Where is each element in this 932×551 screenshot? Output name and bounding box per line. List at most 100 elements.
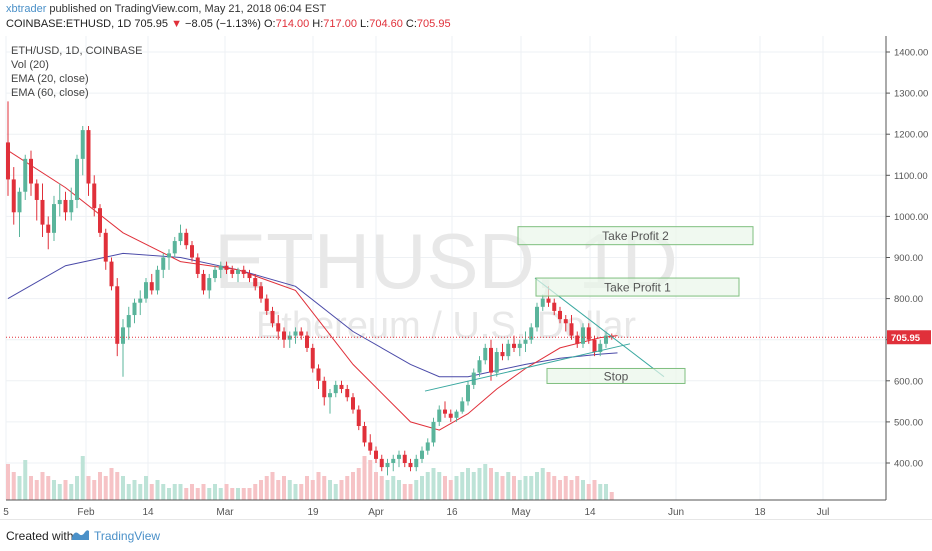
candle-body bbox=[506, 343, 511, 357]
volume-bar bbox=[397, 480, 401, 500]
ema20-line bbox=[7, 150, 618, 431]
candle-body bbox=[207, 278, 212, 291]
candle-body bbox=[287, 335, 292, 340]
candle-body bbox=[293, 331, 298, 336]
volume-bar bbox=[448, 480, 453, 500]
candle-body bbox=[121, 327, 125, 344]
candle-body bbox=[86, 130, 91, 184]
volume-bar bbox=[259, 480, 263, 500]
low-label: L: bbox=[360, 18, 370, 30]
candle-body bbox=[201, 273, 206, 291]
volume-bar bbox=[40, 472, 45, 500]
x-tick-label: Jul bbox=[817, 507, 830, 518]
volume-bar bbox=[443, 476, 447, 500]
candle-body bbox=[98, 208, 102, 233]
y-tick-label: 1000.00 bbox=[894, 212, 928, 223]
annotation-label: Stop bbox=[604, 369, 629, 383]
annotation-box bbox=[546, 367, 686, 384]
volume-bar bbox=[190, 484, 194, 500]
volume-bar bbox=[282, 476, 286, 500]
candle-body bbox=[512, 343, 516, 348]
candle-body bbox=[310, 347, 315, 369]
candle-body bbox=[11, 179, 16, 213]
candle-body bbox=[494, 352, 499, 373]
volume-bar bbox=[379, 476, 384, 500]
volume-bar bbox=[230, 488, 235, 500]
candle-body bbox=[328, 393, 332, 398]
volume-bar bbox=[598, 484, 603, 500]
candle-body bbox=[529, 327, 534, 340]
volume-bar bbox=[299, 484, 304, 500]
volume-bar bbox=[207, 488, 212, 500]
volume-bar bbox=[333, 484, 338, 500]
author-link[interactable]: xbtrader bbox=[6, 3, 47, 15]
down-arrow-icon: ▼ bbox=[171, 18, 182, 30]
candle-body bbox=[500, 352, 505, 357]
candle-body bbox=[523, 339, 528, 344]
candle-body bbox=[569, 323, 574, 336]
annotation-label: Take Profit 2 bbox=[602, 229, 669, 243]
candle-body bbox=[213, 269, 217, 279]
candle-body bbox=[454, 411, 459, 418]
volume-bar bbox=[247, 488, 252, 500]
x-tick-label: 14 bbox=[584, 507, 596, 518]
volume-bar bbox=[414, 480, 419, 500]
volume-bar bbox=[29, 476, 33, 500]
candle-body bbox=[351, 397, 355, 410]
candle-body bbox=[264, 298, 269, 311]
x-tick-label: 14 bbox=[142, 507, 154, 518]
volume-bar bbox=[236, 488, 240, 500]
candle-body bbox=[356, 409, 361, 427]
candle-body bbox=[75, 158, 79, 200]
volume-bar bbox=[218, 488, 223, 500]
volume-bar bbox=[115, 472, 120, 500]
candle-body bbox=[604, 335, 608, 344]
volume-bar bbox=[172, 484, 177, 500]
candle-body bbox=[190, 245, 194, 258]
candle-body bbox=[471, 372, 476, 385]
candle-body bbox=[161, 257, 166, 270]
annotation-box bbox=[535, 277, 740, 297]
volume-bar bbox=[126, 484, 131, 500]
candle-body bbox=[333, 384, 338, 394]
volume-bar bbox=[368, 460, 373, 500]
volume-bar bbox=[460, 472, 465, 500]
candle-body bbox=[368, 442, 373, 451]
y-tick-label: 1200.00 bbox=[894, 130, 928, 141]
candle-body bbox=[345, 389, 350, 398]
volume-bar bbox=[356, 468, 361, 500]
candle-body bbox=[184, 232, 189, 246]
candle-body bbox=[282, 331, 286, 340]
last-price: 705.95 bbox=[134, 18, 169, 30]
volume-bar bbox=[609, 492, 614, 500]
volume-bar bbox=[316, 472, 321, 500]
volume-bar bbox=[563, 476, 568, 500]
volume-bar bbox=[351, 472, 355, 500]
candle-body bbox=[92, 183, 97, 209]
candle-body bbox=[299, 331, 304, 336]
open-value: 714.00 bbox=[275, 18, 310, 30]
symbol-info: COINBASE:ETHUSD, 1D 705.95 ▼ −8.05 (−1.1… bbox=[6, 18, 451, 30]
volume-bar bbox=[517, 480, 522, 500]
volume-bar bbox=[98, 472, 102, 500]
candle-body bbox=[431, 421, 436, 443]
volume-bar bbox=[138, 484, 143, 500]
candle-body bbox=[126, 315, 131, 328]
candle-body bbox=[552, 302, 557, 311]
candle-body bbox=[115, 286, 120, 344]
volume-bar bbox=[69, 484, 74, 500]
created-with-text: Created with bbox=[6, 529, 74, 543]
y-tick-label: 1100.00 bbox=[894, 171, 928, 182]
volume-bar bbox=[155, 480, 160, 500]
tradingview-link[interactable]: TradingView bbox=[94, 529, 161, 543]
volume-bar bbox=[86, 476, 91, 500]
trendline-ascending bbox=[424, 343, 631, 392]
x-tick-label: Mar bbox=[216, 507, 234, 518]
volume-bar bbox=[431, 468, 436, 500]
candle-body bbox=[517, 343, 522, 348]
volume-bar bbox=[477, 468, 482, 500]
candle-body bbox=[305, 335, 309, 348]
volume-bar bbox=[569, 480, 574, 500]
candle-body bbox=[598, 343, 603, 353]
